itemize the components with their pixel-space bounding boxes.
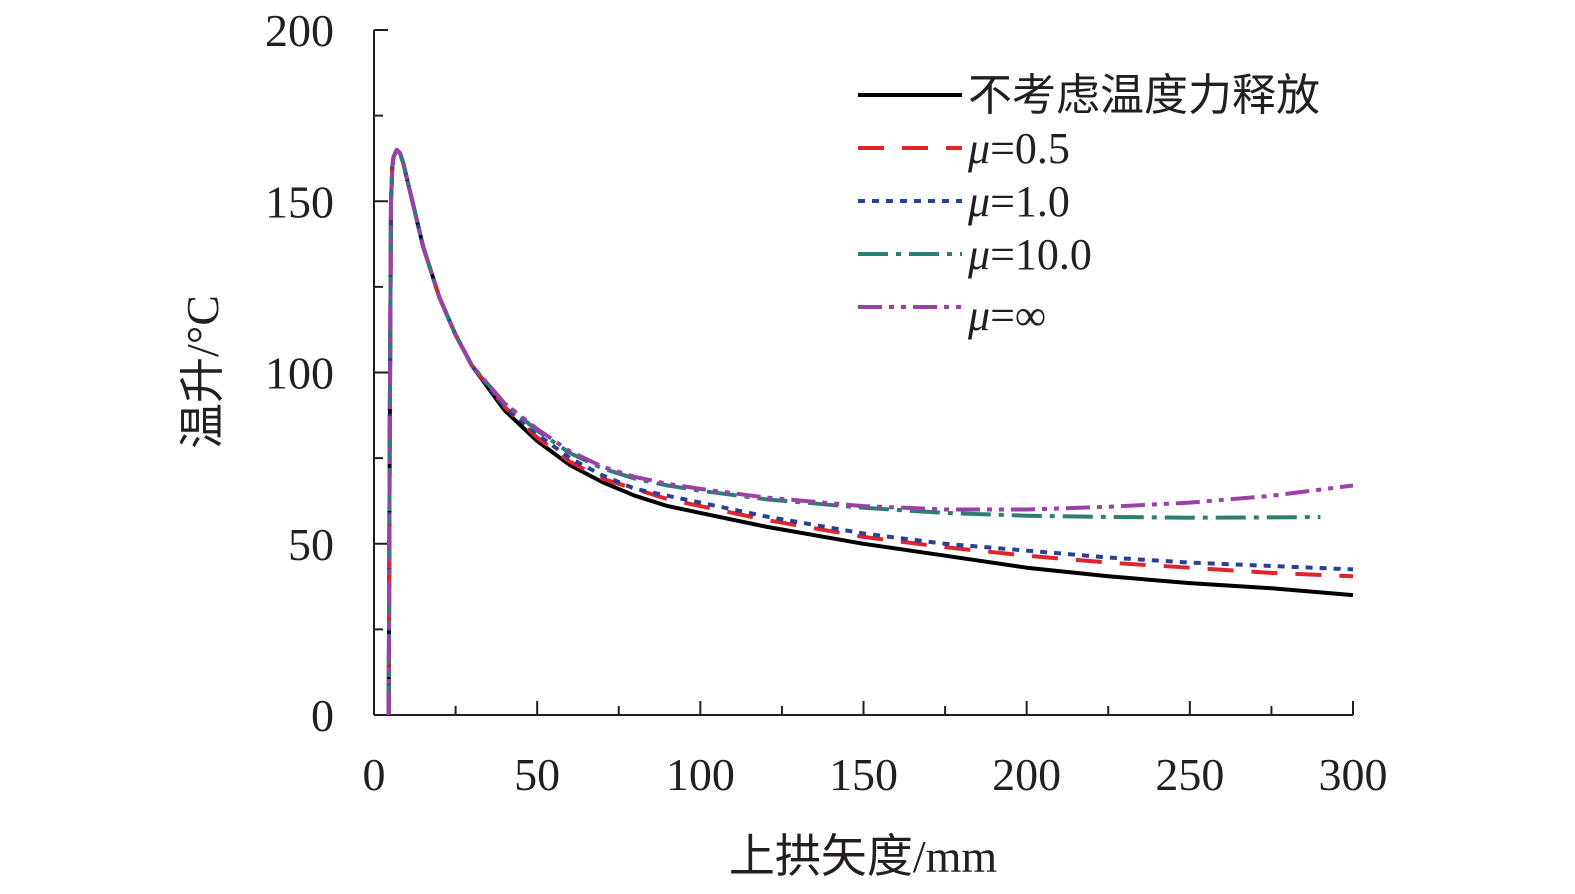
legend-mu-symbol: μ bbox=[967, 291, 990, 340]
x-tick-label: 300 bbox=[1319, 749, 1388, 800]
y-axis-title: 温升/°C bbox=[177, 295, 228, 449]
legend-label-value: =1.0 bbox=[990, 177, 1070, 226]
x-tick-label: 250 bbox=[1155, 749, 1224, 800]
legend-label-4: μ=∞ bbox=[967, 291, 1046, 340]
series-line-4 bbox=[386, 147, 1354, 716]
x-tick-label: 50 bbox=[514, 749, 560, 800]
y-tick-label: 150 bbox=[265, 176, 334, 227]
series-line-2 bbox=[386, 147, 1354, 716]
series-line-1 bbox=[386, 147, 1354, 716]
legend-label-value: =0.5 bbox=[990, 124, 1070, 173]
legend-label-3: μ=10.0 bbox=[967, 230, 1092, 279]
legend-label-value: =∞ bbox=[990, 291, 1046, 340]
x-axis-title: 上拱矢度/mm bbox=[729, 831, 998, 882]
x-tick-label: 0 bbox=[363, 749, 386, 800]
x-tick-label: 200 bbox=[992, 749, 1061, 800]
legend-mu-symbol: μ bbox=[967, 177, 990, 226]
x-tick-label: 150 bbox=[829, 749, 898, 800]
ticks bbox=[374, 29, 1354, 715]
legend-label-value: =10.0 bbox=[990, 230, 1092, 279]
y-tick-label: 50 bbox=[288, 519, 334, 570]
axes bbox=[373, 30, 1353, 716]
legend-label-0: 不考虑温度力释放 bbox=[968, 71, 1320, 120]
y-tick-label: 0 bbox=[311, 690, 334, 741]
legend-mu-symbol: μ bbox=[967, 230, 990, 279]
x-tick-label: 100 bbox=[666, 749, 735, 800]
legend-label-1: μ=0.5 bbox=[967, 124, 1070, 173]
tick-labels: 0 50 100 150 200 250 300 0 50 100 150 200 bbox=[265, 5, 1388, 800]
legend-label-2: μ=1.0 bbox=[967, 177, 1070, 226]
y-tick-label: 200 bbox=[265, 5, 334, 56]
series-group bbox=[386, 147, 1354, 716]
y-tick-label: 100 bbox=[265, 348, 334, 399]
legend-mu-symbol: μ bbox=[967, 124, 990, 173]
